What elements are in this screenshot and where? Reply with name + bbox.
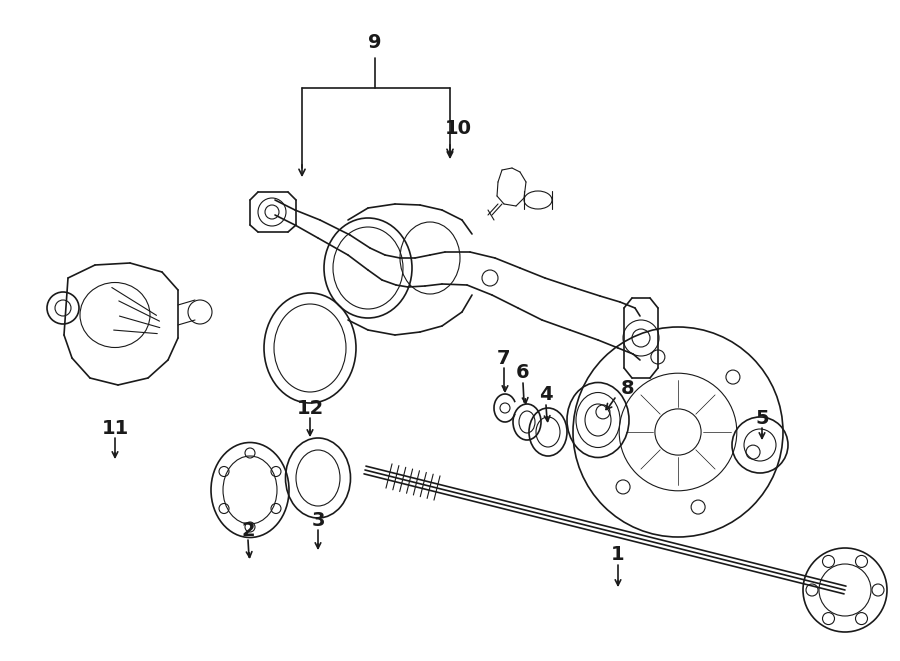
Text: 8: 8	[621, 379, 634, 397]
Text: 4: 4	[539, 385, 553, 405]
Text: 1: 1	[611, 545, 625, 564]
Text: 3: 3	[311, 510, 325, 529]
Text: 11: 11	[102, 418, 129, 438]
Text: 5: 5	[755, 408, 769, 428]
Text: 9: 9	[368, 32, 382, 52]
Text: 2: 2	[241, 520, 255, 539]
Text: 12: 12	[296, 399, 324, 418]
Text: 6: 6	[517, 362, 530, 381]
Text: 7: 7	[497, 348, 511, 368]
Text: 10: 10	[445, 118, 472, 137]
